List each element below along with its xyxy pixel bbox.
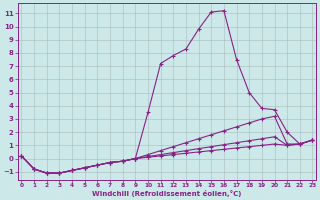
- X-axis label: Windchill (Refroidissement éolien,°C): Windchill (Refroidissement éolien,°C): [92, 190, 242, 197]
